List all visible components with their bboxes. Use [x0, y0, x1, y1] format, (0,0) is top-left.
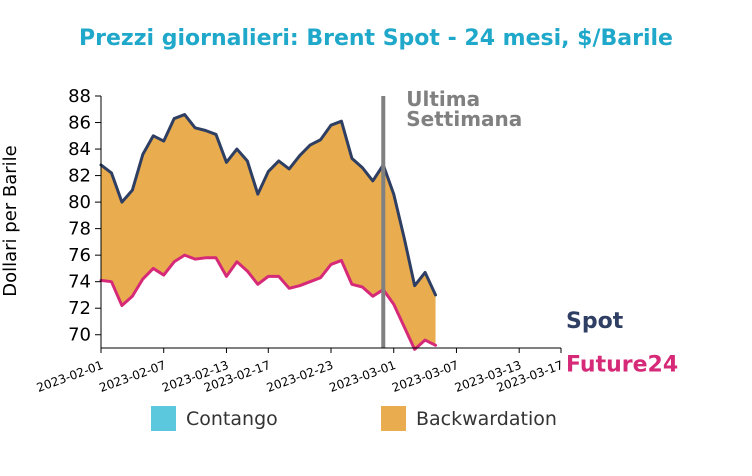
x-axis: 2023-02-012023-02-072023-02-132023-02-17…	[35, 347, 565, 395]
x-tick-label: 2023-02-23	[265, 358, 335, 395]
annotations: Ultima Settimana Spot Future24	[406, 87, 678, 377]
y-tick-label: 72	[68, 298, 91, 319]
y-tick-label: 84	[68, 139, 91, 160]
vline-label-line2: Settimana	[406, 107, 522, 131]
y-tick-label: 74	[68, 272, 91, 293]
vline-label-line1: Ultima	[406, 87, 480, 111]
y-axis: 70 72 74 76 78 80 82 84 86 88	[68, 86, 102, 348]
legend: Contango Backwardation	[151, 406, 557, 431]
series-line-future24	[99, 253, 438, 351]
plot-area	[99, 96, 438, 351]
x-tick-label: 2023-03-01	[327, 358, 397, 395]
legend-swatch-contango	[151, 406, 176, 431]
x-tick-label: 2023-03-07	[390, 358, 460, 395]
y-tick-label: 78	[68, 219, 91, 240]
series-end-label-spot: Spot	[566, 309, 624, 334]
legend-label-contango: Contango	[186, 408, 278, 430]
y-tick-label: 70	[68, 325, 91, 346]
chart-title: Prezzi giornalieri: Brent Spot - 24 mesi…	[79, 26, 673, 51]
y-axis-label: Dollari per Barile	[0, 145, 21, 297]
y-tick-label: 88	[68, 86, 91, 107]
legend-swatch-backwardation	[381, 406, 406, 431]
x-tick-label: 2023-02-01	[35, 358, 105, 395]
y-tick-label: 86	[68, 113, 91, 134]
x-tick-label: 2023-02-07	[97, 358, 167, 395]
y-tick-label: 76	[68, 245, 91, 266]
y-tick-label: 82	[68, 166, 91, 187]
backwardation-area	[101, 114, 436, 350]
series-end-label-future24: Future24	[566, 352, 678, 377]
y-tick-label: 80	[68, 192, 91, 213]
series-line-spot	[99, 113, 438, 297]
legend-label-backwardation: Backwardation	[416, 408, 557, 430]
